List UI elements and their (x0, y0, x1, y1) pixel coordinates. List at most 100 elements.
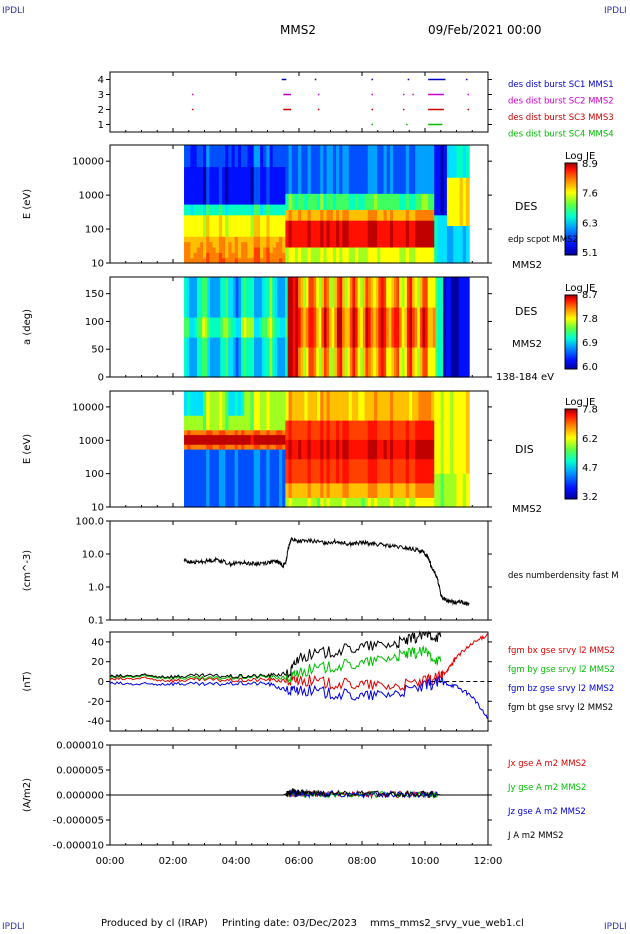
spectrogram-1 (184, 145, 470, 264)
panel-frame-overlay-3 (109, 390, 489, 508)
spectrogram-3 (184, 391, 470, 508)
burst-legend-entry: des dist burst SC4 MMS4 (508, 130, 614, 140)
series-line (109, 674, 489, 720)
des-sublabel: edp scpot MMS2 (508, 235, 578, 245)
colorbar-3 (564, 408, 578, 500)
current-series-line (110, 788, 488, 799)
colorbar-tick-label: 6.0 (582, 362, 598, 373)
dis-spacecraft: MMS2 (512, 504, 542, 515)
corner-label-bottom-right: IPDLI (604, 922, 627, 932)
panel-frame-overlay-1 (109, 144, 489, 264)
bfield-legend-entry: fgm bx gse srvy l2 MMS2 (508, 646, 615, 656)
y-tick-label: 20 (91, 657, 104, 668)
y-tick-label: -20 (88, 697, 104, 708)
x-tick-label: 00:00 (96, 856, 125, 867)
panel-frame-4 (109, 520, 489, 621)
x-tick-label: 06:00 (285, 856, 314, 867)
current-legend-entry: J A m2 MMS2 (507, 831, 564, 841)
footer-script-name: mms_mms2_srvy_vue_web1.cl (370, 918, 524, 929)
colorbar-tick-label: 6.2 (582, 434, 598, 445)
series-line (183, 536, 470, 606)
bfield-legend-entry: fgm bt gse srvy l2 MMS2 (508, 703, 613, 713)
dis-label: DIS (515, 443, 534, 456)
y-axis-label: E (eV) (22, 189, 33, 219)
y-tick-label: 100 (85, 469, 104, 480)
x-tick-label: 12:00 (474, 856, 503, 867)
colorbar-2 (564, 294, 578, 370)
colorbar-1 (564, 162, 578, 256)
y-axis-label: (nT) (22, 671, 33, 691)
y-tick-label: -0.000010 (53, 841, 104, 852)
current-legend-entry: Jz gse A m2 MMS2 (507, 807, 586, 817)
colorbar-title: Log JE (565, 397, 595, 408)
y-tick-label: 2 (98, 105, 104, 116)
burst-legend-entry: des dist burst SC2 MMS2 (508, 97, 614, 107)
burst-legend-entry: des dist burst SC1 MMS1 (508, 80, 614, 90)
mission-title: MMS2 (280, 23, 316, 37)
y-tick-label: 1000 (79, 191, 104, 202)
pitch-sublabel: MMS2 (512, 339, 542, 350)
series-line (109, 644, 442, 684)
y-tick-label: 10 (91, 503, 104, 514)
colorbar-title: Log JE (565, 283, 595, 294)
y-tick-label: 150 (85, 289, 104, 300)
pitch-label: DES (515, 305, 537, 318)
y-tick-label: -40 (88, 717, 104, 728)
des-spacecraft: MMS2 (512, 260, 542, 271)
corner-label-top-right: IPDLI (604, 6, 627, 16)
colorbar-tick-label: 7.8 (582, 405, 598, 416)
y-tick-label: 4 (98, 75, 104, 86)
corner-label-bottom-left: IPDLI (2, 922, 25, 932)
y-tick-label: 50 (91, 345, 104, 356)
current-legend-entry: Jy gse A m2 MMS2 (507, 783, 586, 793)
spectrogram-2 (184, 277, 470, 378)
density-legend: des numberdensity fast M (508, 571, 619, 581)
y-tick-label: 100.0 (75, 517, 104, 528)
y-tick-label: 1.0 (88, 583, 104, 594)
x-tick-label: 10:00 (411, 856, 440, 867)
panel-frame-0 (109, 71, 489, 133)
y-tick-label: 0 (98, 373, 104, 384)
y-tick-label: 40 (91, 637, 104, 648)
y-tick-label: 100 (85, 225, 104, 236)
x-tick-label: 04:00 (222, 856, 251, 867)
bfield-legend-entry: fgm bz gse srvy l2 MMS2 (508, 684, 614, 694)
colorbar-tick-label: 3.2 (582, 492, 598, 503)
y-axis-label: E (eV) (22, 434, 33, 464)
footer-printing-date: Printing date: 03/Dec/2023 (222, 918, 358, 929)
colorbar-tick-label: 7.6 (582, 189, 598, 200)
colorbar-title: Log JE (565, 151, 595, 162)
colorbar-tick-label: 4.7 (582, 463, 598, 474)
y-tick-label: 1000 (79, 436, 104, 447)
y-tick-label: 10000 (72, 402, 104, 413)
colorbar-tick-label: 7.8 (582, 314, 598, 325)
corner-label-top-left: IPDLI (2, 6, 25, 16)
series-line (109, 630, 442, 680)
panel-frame-overlay-2 (109, 276, 489, 378)
x-tick-label: 08:00 (348, 856, 377, 867)
colorbar-tick-label: 8.7 (582, 290, 598, 301)
colorbar-tick-label: 8.9 (582, 159, 598, 170)
current-legend-entry: Jx gse A m2 MMS2 (507, 759, 586, 769)
bfield-legend-entry: fgm by gse srvy l2 MMS2 (508, 665, 615, 675)
y-tick-label: 3 (98, 90, 104, 101)
x-tick-label: 02:00 (159, 856, 188, 867)
y-tick-label: 1 (98, 120, 104, 131)
y-tick-label: 0.000010 (56, 741, 104, 752)
burst-legend-entry: des dist burst SC3 MMS3 (508, 113, 614, 123)
y-axis-label: a (deg) (22, 309, 33, 345)
y-tick-label: 100 (85, 317, 104, 328)
y-tick-label: 0 (98, 677, 104, 688)
colorbar-tick-label: 5.1 (582, 248, 598, 259)
y-tick-label: 0.000005 (56, 766, 104, 777)
y-tick-label: -0.000005 (53, 816, 104, 827)
y-tick-label: 0.1 (88, 616, 104, 627)
y-tick-label: 0.000000 (56, 791, 104, 802)
y-tick-label: 10.0 (82, 550, 104, 561)
date-title: 09/Feb/2021 00:00 (428, 23, 542, 37)
des-label: DES (515, 200, 537, 213)
y-tick-label: 10 (91, 259, 104, 270)
colorbar-tick-label: 6.3 (582, 218, 598, 229)
pitch-energy-band: 138-184 eV (496, 372, 554, 383)
